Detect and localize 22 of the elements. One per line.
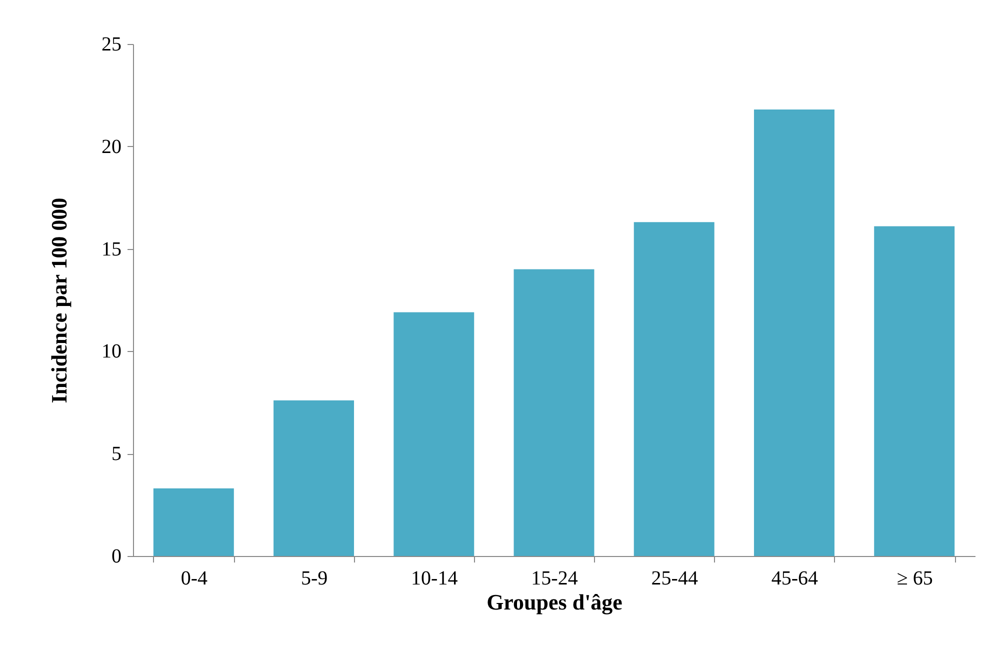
x-axis-title: Groupes d'âge (486, 590, 623, 614)
bar (153, 488, 234, 556)
x-tick-label: 5-9 (300, 568, 328, 590)
x-tick-label: 45-64 (771, 568, 818, 590)
bar (394, 312, 474, 556)
y-tick-label: 10 (102, 340, 122, 363)
bar (274, 400, 354, 556)
x-tick-label: 0-4 (180, 568, 208, 590)
bar (514, 269, 594, 556)
y-tick-label: 5 (112, 443, 122, 466)
bar (634, 222, 714, 556)
x-tick-label: 25-44 (651, 568, 698, 590)
y-tick-label: 0 (112, 546, 122, 568)
y-tick-label: 20 (102, 136, 122, 158)
x-tick-label: 15-24 (531, 568, 578, 590)
x-tick-label: ≥ 65 (896, 568, 933, 590)
bar (754, 110, 834, 556)
y-tick-label: 15 (102, 238, 122, 260)
y-tick-label: 25 (102, 34, 122, 56)
bar (874, 226, 955, 556)
x-tick-label: 10-14 (411, 568, 458, 590)
y-axis-title: Incidence par 100 000 (46, 198, 72, 404)
